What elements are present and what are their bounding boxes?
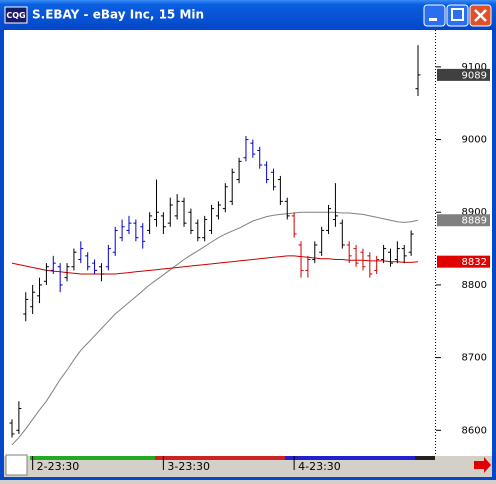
close-glyph	[474, 9, 487, 22]
maximize-glyph	[451, 8, 464, 21]
y-tick-label: 8900	[462, 207, 487, 218]
corner-box[interactable]	[5, 454, 28, 476]
window-title: S.EBAY - eBay Inc, 15 Min	[32, 8, 204, 22]
minimize-glyph	[429, 18, 437, 21]
price-tag-label: 8832	[462, 257, 487, 268]
scroll-arrow[interactable]	[474, 457, 491, 473]
minimize-button[interactable]	[423, 4, 446, 27]
price-tag-label: 9089	[462, 70, 487, 81]
y-tick-label: 8600	[462, 425, 487, 436]
app-icon	[4, 6, 28, 24]
price-tag-label: 8889	[462, 216, 487, 227]
x-tick-label: 2-23:30	[37, 460, 80, 473]
price-tag	[437, 214, 490, 227]
x-tick-label: 3-23:30	[167, 460, 210, 473]
moving-average	[11, 255, 419, 275]
price-tag	[437, 68, 490, 81]
window-buttons	[423, 4, 492, 27]
y-tick-label: 8700	[462, 353, 487, 364]
price-tag	[437, 255, 490, 268]
y-tick-label: 8800	[462, 280, 487, 291]
session-band	[285, 456, 415, 460]
y-tick-label: 9000	[462, 135, 487, 146]
app-icon-label: CQG	[6, 11, 25, 20]
chart-area	[4, 30, 492, 477]
time-axis-strip	[4, 456, 492, 477]
session-band	[155, 456, 285, 460]
session-band	[30, 456, 155, 460]
moving-average	[11, 211, 419, 446]
title-bar	[0, 0, 496, 30]
x-tick-label: 4-23:30	[298, 460, 341, 473]
y-tick-label: 9100	[462, 62, 487, 73]
session-band	[415, 456, 435, 460]
